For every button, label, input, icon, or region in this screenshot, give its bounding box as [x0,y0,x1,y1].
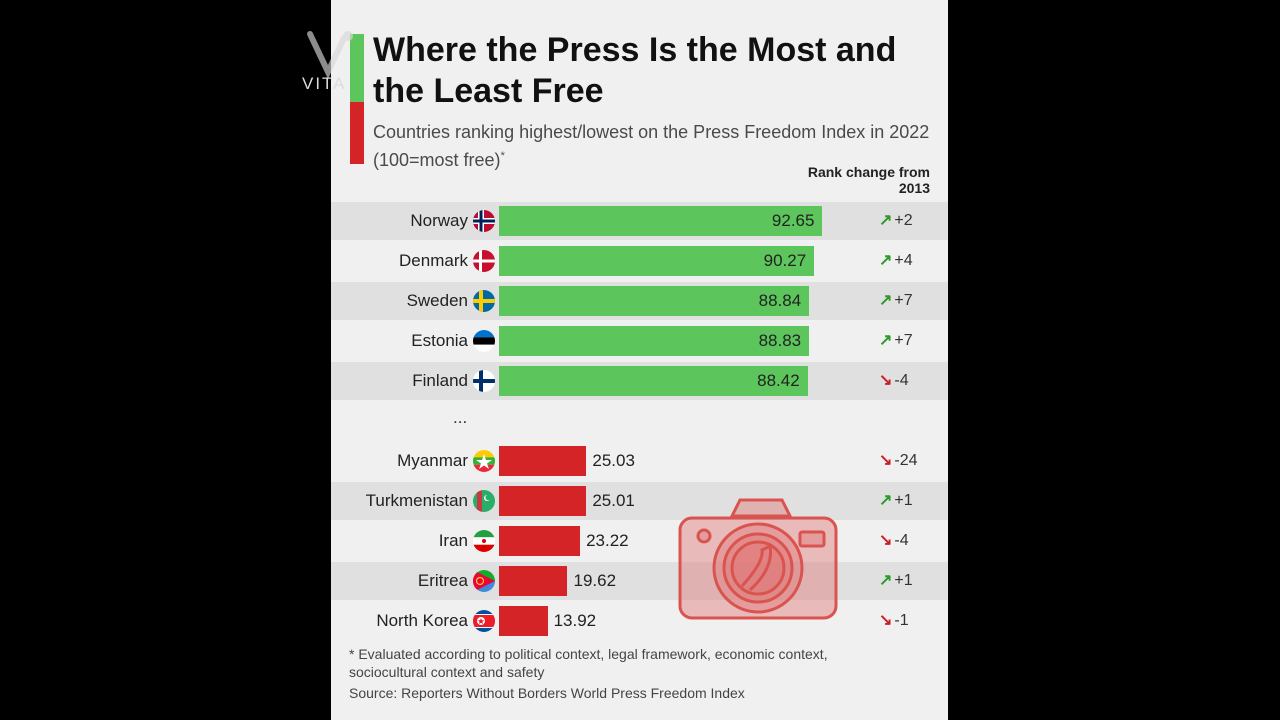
rank-change-value: +4 [894,252,913,269]
rank-change: ↘ -4 [879,362,909,400]
score-value-label: 25.01 [592,491,635,510]
rank-change: ↘ -24 [879,442,918,480]
score-value-label: 88.84 [758,291,802,310]
bar-row: Sweden 88.84 ↗ +7 [331,282,948,320]
country-label: Denmark [399,251,468,270]
country-label: Myanmar [397,451,468,470]
rank-change-value: -4 [894,532,909,549]
rank-change: ↘ -4 [879,522,909,560]
source-note: Source: Reporters Without Borders World … [349,685,745,701]
chart-subtitle: Countries ranking highest/lowest on the … [373,120,933,172]
score-bar [499,286,810,316]
arrow-down-icon: ↘ [879,372,893,389]
country-label: Estonia [411,331,468,350]
sweden-flag-icon [473,290,495,312]
country-label: Finland [412,371,468,390]
denmark-flag-icon [473,250,495,272]
rank-change-value: +1 [894,492,913,509]
country-label: Turkmenistan [365,491,468,510]
score-value-label: 25.03 [592,451,635,470]
bar-row: Iran 23.22 ↘ -4 [331,522,948,560]
arrow-up-icon: ↗ [879,212,893,229]
country-label: Iran [438,531,468,550]
bar-row: Estonia 88.83 ↗ +7 [331,322,948,360]
country-label: North Korea [376,611,468,630]
arrow-down-icon: ↘ [879,612,893,629]
rank-change: ↗ +4 [879,242,913,280]
vita-logo-icon [307,31,353,80]
rank-change: ↘ -1 [879,602,909,640]
score-value-label: 19.62 [573,571,617,590]
title-accent-red [350,102,364,164]
arrow-up-icon: ↗ [879,292,893,309]
chart-title: Where the Press Is the Most and the Leas… [373,31,897,110]
rank-change-value: -1 [894,612,909,629]
camera-icon [678,498,838,620]
arrow-down-icon: ↘ [879,532,893,549]
turkmenistan-flag-icon [473,490,495,512]
score-bar [499,566,568,596]
norway-flag-icon [473,210,495,232]
watermark-text: VITA [302,74,347,93]
score-bar [499,366,808,396]
score-value-label: 23.22 [586,531,629,550]
footnote: * Evaluated according to political conte… [349,646,828,680]
score-value-label: 88.83 [758,331,802,350]
arrow-up-icon: ↗ [879,252,893,269]
score-bar [499,486,587,516]
bar-row: Denmark 90.27 ↗ +4 [331,242,948,280]
rank-change: ↗ +7 [879,322,913,360]
score-value-label: 90.27 [763,251,807,270]
arrow-down-icon: ↘ [879,452,893,469]
arrow-up-icon: ↗ [879,572,893,589]
score-value-label: 88.42 [757,371,800,390]
score-bar [499,446,587,476]
bar-row: Turkmenistan 25.01 ↗ +1 [331,482,948,520]
country-label: Norway [410,211,468,230]
rank-change-value: -4 [894,372,909,389]
subtitle-text: Countries ranking highest/lowest on the … [373,122,930,170]
estonia-flag-icon [473,330,495,352]
country-label: Eritrea [417,571,468,590]
arrow-up-icon: ↗ [879,332,893,349]
myanmar-flag-icon [473,450,495,472]
score-bar [499,606,548,636]
rank-change: ↗ +2 [879,202,913,240]
title-accent-green [350,34,364,102]
eritrea-flag-icon [473,570,495,592]
rank-change: ↗ +7 [879,282,913,320]
rows-ellipsis: ... [453,408,468,427]
bar-row: Finland 88.42 ↘ -4 [331,362,948,400]
bar-row: Norway 92.65 ↗ +2 [331,202,948,240]
iran-flag-icon [473,530,495,552]
score-bar [499,206,823,236]
rank-change-header: Rank change from 2013 [807,164,930,196]
arrow-up-icon: ↗ [879,492,893,509]
score-bar [499,246,815,276]
north-korea-flag-icon [473,610,495,632]
finland-flag-icon [473,370,495,392]
score-value-label: 92.65 [771,211,815,230]
subtitle-footnote-mark: * [500,150,505,162]
rank-change-value: +2 [894,212,913,229]
rank-change: ↗ +1 [879,482,913,520]
rank-change-value: +7 [894,292,913,309]
rank-change-value: -24 [894,452,918,469]
rank-change-value: +7 [894,332,913,349]
bar-row: North Korea 13.92 ↘ -1 [331,602,948,640]
bar-row: Myanmar 25.03 ↘ -24 [331,442,948,480]
country-label: Sweden [406,291,468,310]
rank-change-value: +1 [894,572,913,589]
score-bar [499,526,581,556]
rank-change: ↗ +1 [879,562,913,600]
score-value-label: 13.92 [553,611,597,630]
bar-row: Eritrea 19.62 ↗ +1 [331,562,948,600]
score-bar [499,326,810,356]
infographic-panel: Where the Press Is the Most and the Leas… [331,0,948,720]
